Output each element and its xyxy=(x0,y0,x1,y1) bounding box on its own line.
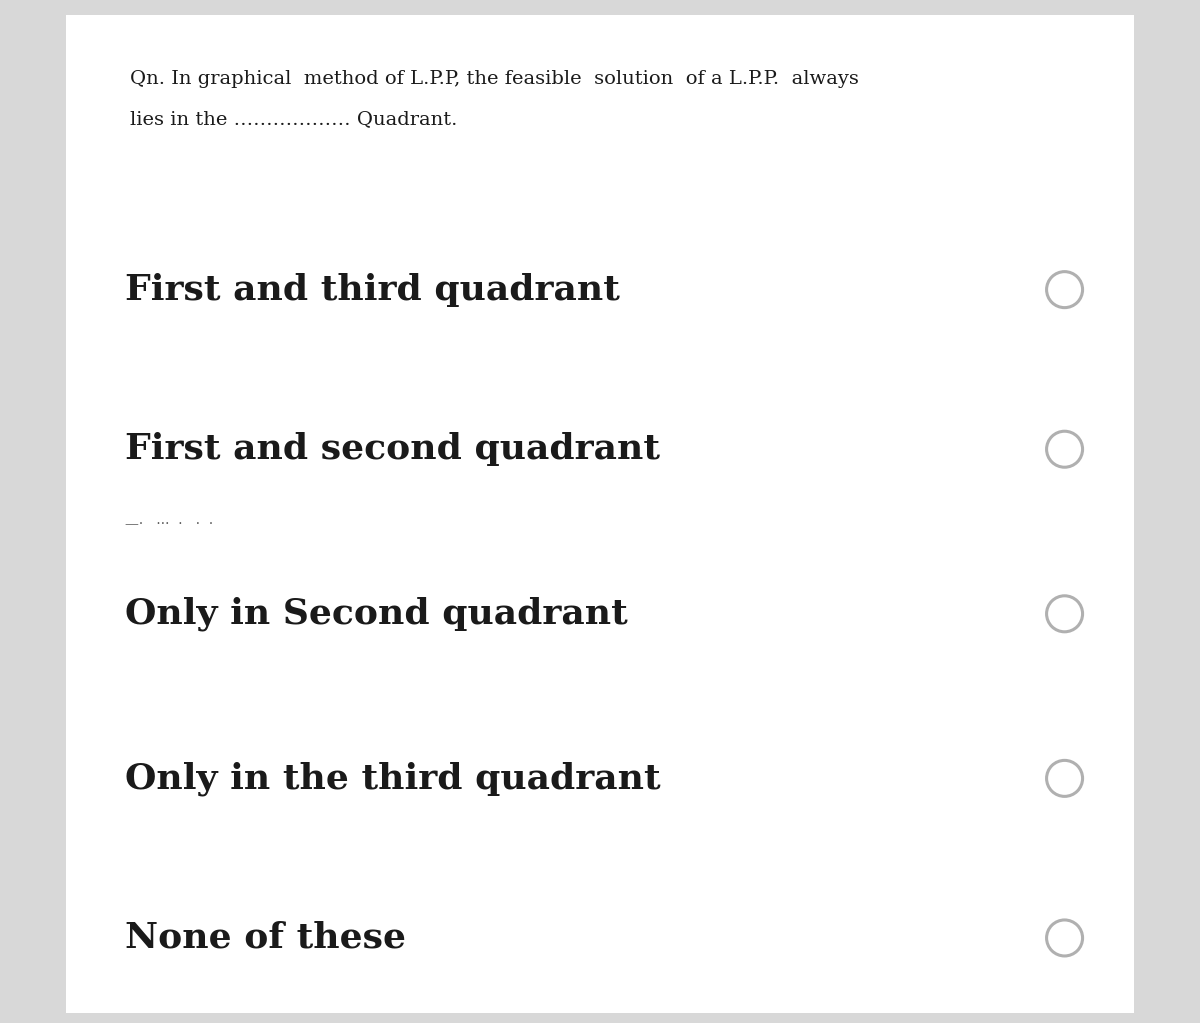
Text: Qn. In graphical  method of L.P.P, the feasible  solution  of a L.P.P.  always: Qn. In graphical method of L.P.P, the fe… xyxy=(130,71,859,88)
Text: None of these: None of these xyxy=(125,921,406,954)
Text: First and second quadrant: First and second quadrant xyxy=(125,433,660,466)
Text: —·   ···  ·   ·  ·: —· ··· · · · xyxy=(125,517,212,531)
Text: Only in Second quadrant: Only in Second quadrant xyxy=(125,596,628,631)
Text: Only in the third quadrant: Only in the third quadrant xyxy=(125,761,660,796)
Text: First and third quadrant: First and third quadrant xyxy=(125,273,619,307)
Text: lies in the ……………… Quadrant.: lies in the ……………… Quadrant. xyxy=(130,110,457,128)
